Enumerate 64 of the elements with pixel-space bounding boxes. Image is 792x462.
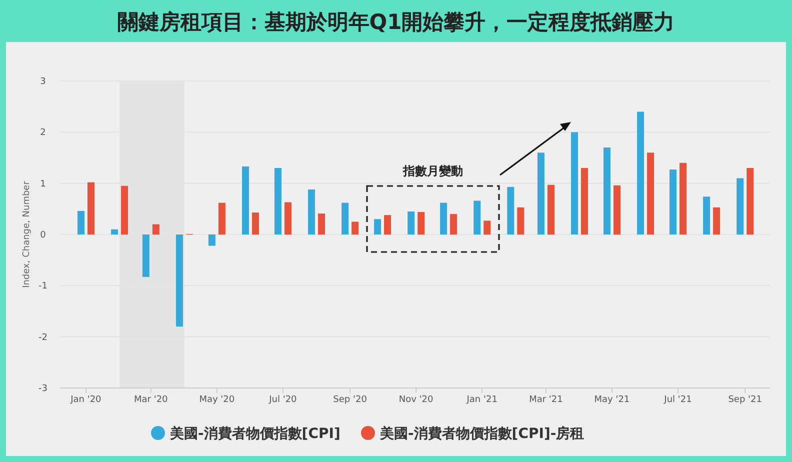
annotation: 指數月變動 bbox=[402, 164, 463, 178]
x-tick-label: Sep '21 bbox=[728, 395, 762, 405]
bar bbox=[571, 132, 578, 234]
bar bbox=[318, 214, 326, 234]
bar bbox=[176, 234, 183, 327]
bar bbox=[547, 184, 554, 234]
bar bbox=[507, 186, 514, 234]
bar bbox=[121, 186, 128, 234]
y-tick-label: 1 bbox=[40, 179, 46, 190]
bar bbox=[418, 212, 425, 234]
bar bbox=[713, 207, 720, 234]
x-tick-label: Mar '20 bbox=[134, 395, 168, 405]
y-axis-title: Index, Change, Number bbox=[22, 180, 32, 288]
chart-title: 關鍵房租項目：基期於明年Q1開始攀升，一定程度抵銷壓力 bbox=[117, 10, 675, 34]
bar bbox=[252, 212, 259, 234]
bar bbox=[474, 200, 481, 234]
bar bbox=[242, 166, 249, 234]
y-tick-label: -1 bbox=[38, 282, 48, 292]
bar bbox=[680, 162, 687, 234]
y-tick-label: 0 bbox=[40, 230, 46, 240]
bar bbox=[703, 196, 710, 234]
bar bbox=[450, 214, 458, 234]
bar bbox=[111, 229, 118, 234]
bar bbox=[284, 202, 292, 234]
bar bbox=[77, 210, 84, 234]
bar bbox=[537, 152, 544, 234]
x-tick-label: Jan '20 bbox=[70, 395, 102, 405]
bar bbox=[274, 168, 282, 234]
bar bbox=[384, 215, 392, 234]
x-tick-label: May '20 bbox=[199, 395, 235, 405]
x-tick-label: Jul '20 bbox=[268, 395, 298, 405]
bar bbox=[440, 202, 448, 234]
bar bbox=[637, 112, 644, 234]
legend-label: 美國-消費者物價指數[CPI] bbox=[169, 425, 340, 442]
bar bbox=[517, 207, 524, 234]
bar bbox=[152, 224, 160, 234]
x-tick-label: Jul '21 bbox=[663, 395, 692, 405]
y-tick-label: -2 bbox=[38, 332, 48, 343]
x-tick-label: Jan '21 bbox=[466, 395, 498, 405]
bar bbox=[87, 182, 94, 234]
bar bbox=[142, 234, 150, 277]
y-tick-label: -3 bbox=[38, 384, 48, 394]
x-tick-label: Nov '20 bbox=[398, 395, 434, 405]
bar bbox=[647, 152, 654, 234]
bar bbox=[484, 220, 491, 234]
bar bbox=[352, 222, 359, 234]
bar bbox=[581, 168, 588, 234]
bar bbox=[218, 202, 226, 234]
x-tick-label: May '21 bbox=[594, 395, 630, 405]
bar bbox=[342, 202, 349, 234]
legend-label: 美國-消費者物價指數[CPI]-房租 bbox=[379, 425, 584, 442]
bar bbox=[408, 211, 415, 234]
bar bbox=[603, 148, 610, 234]
x-tick-label: Sep '20 bbox=[333, 395, 368, 405]
y-tick-label: 2 bbox=[40, 128, 46, 138]
bar bbox=[308, 189, 316, 234]
bar bbox=[613, 185, 620, 234]
bar bbox=[670, 170, 677, 234]
bar bbox=[746, 168, 754, 234]
x-tick-label: Mar '21 bbox=[529, 395, 563, 405]
bar bbox=[208, 234, 216, 246]
y-tick-label: 3 bbox=[40, 77, 46, 87]
bar bbox=[374, 219, 382, 234]
bar bbox=[736, 178, 744, 234]
